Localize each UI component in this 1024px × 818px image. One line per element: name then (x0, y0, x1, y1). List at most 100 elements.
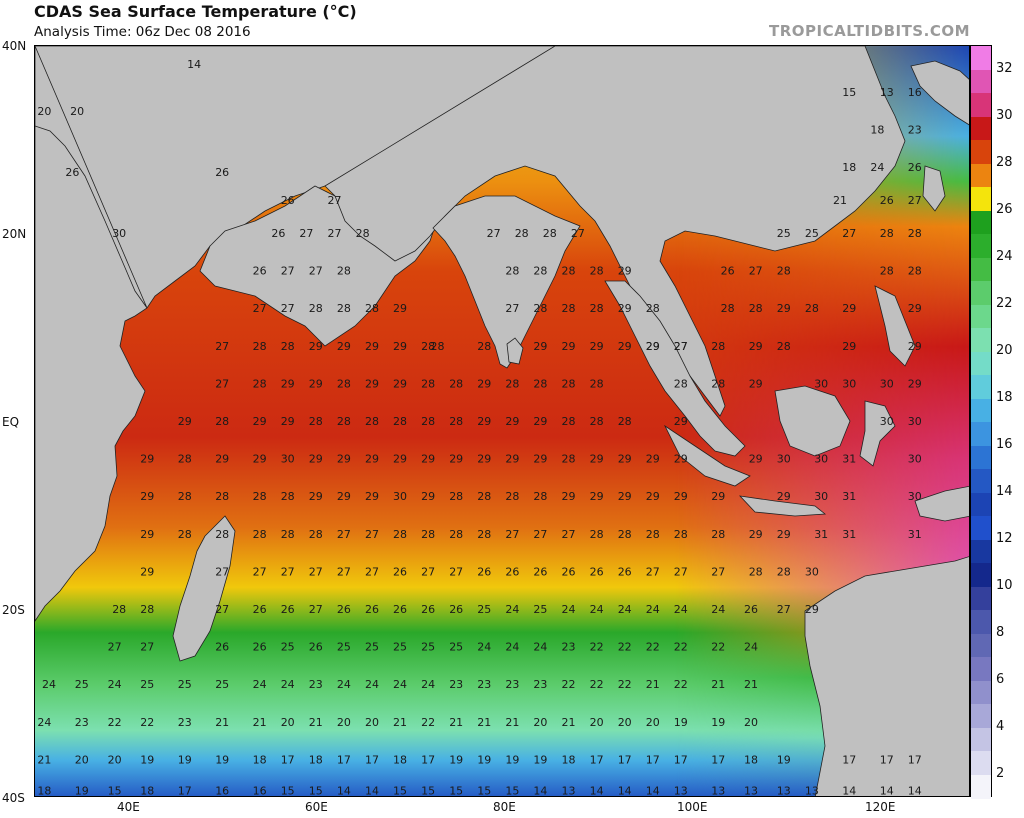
temperature-value-label: 31 (814, 528, 828, 541)
temperature-value-label: 15 (108, 784, 122, 797)
temperature-value-label: 21 (37, 753, 51, 766)
temperature-value-label: 17 (337, 753, 351, 766)
lat-label-20s: 20S (2, 603, 25, 617)
temperature-value-label: 15 (842, 86, 856, 99)
temperature-value-label: 25 (477, 603, 491, 616)
temperature-value-label: 22 (674, 641, 688, 654)
temperature-value-label: 28 (449, 528, 463, 541)
temperature-value-label: 30 (814, 490, 828, 503)
colorbar-tick-label: 10 (996, 577, 1013, 593)
temperature-value-label: 22 (618, 678, 632, 691)
temperature-value-label: 22 (590, 678, 604, 691)
temperature-value-label: 29 (618, 265, 632, 278)
temperature-value-label: 29 (842, 340, 856, 353)
temperature-value-label: 31 (842, 490, 856, 503)
temperature-value-label: 14 (618, 784, 632, 797)
temperature-value-label: 26 (590, 565, 604, 578)
temperature-value-label: 27 (487, 227, 501, 240)
temperature-value-label: 28 (215, 528, 229, 541)
temperature-value-label: 20 (70, 105, 84, 118)
temperature-value-label: 29 (674, 490, 688, 503)
temperature-value-label: 28 (562, 415, 576, 428)
temperature-value-label: 27 (365, 528, 379, 541)
temperature-value-label: 28 (281, 340, 295, 353)
temperature-value-label: 17 (618, 753, 632, 766)
temperature-value-label: 29 (908, 340, 922, 353)
temperature-value-label: 28 (880, 227, 894, 240)
temperature-value-label: 29 (421, 453, 435, 466)
temperature-value-label: 22 (618, 641, 632, 654)
temperature-value-label: 24 (505, 603, 519, 616)
temperature-value-label: 29 (777, 490, 791, 503)
temperature-value-label: 14 (187, 58, 201, 71)
temperature-value-label: 22 (421, 716, 435, 729)
temperature-value-label: 24 (505, 641, 519, 654)
temperature-value-label: 25 (421, 641, 435, 654)
colorbar-tick-label: 6 (996, 671, 1005, 687)
colorbar-swatch (971, 563, 991, 587)
temperature-value-label: 29 (365, 453, 379, 466)
temperature-value-label: 24 (744, 641, 758, 654)
colorbar-swatch (971, 610, 991, 634)
sst-map[interactable]: 14 20 20 26 26 30 26 27 26 27 27 28 26 27 27 28 27 27 28 28… (34, 45, 970, 797)
temperature-value-label: 25 (393, 641, 407, 654)
lat-label-20n: 20N (2, 227, 27, 241)
temperature-value-label: 28 (337, 265, 351, 278)
temperature-value-label: 20 (590, 716, 604, 729)
temperature-value-label: 28 (562, 265, 576, 278)
temperature-value-label: 26 (393, 603, 407, 616)
temperature-value-label: 27 (281, 302, 295, 315)
temperature-value-label: 27 (711, 565, 725, 578)
temperature-value-label: 17 (178, 784, 192, 797)
temperature-value-label: 19 (449, 753, 463, 766)
temperature-value-label: 28 (505, 377, 519, 390)
temperature-value-label: 15 (393, 784, 407, 797)
temperature-value-label: 27 (421, 565, 435, 578)
temperature-value-label: 29 (365, 377, 379, 390)
temperature-value-label: 20 (337, 716, 351, 729)
temperature-value-label: 27 (571, 227, 585, 240)
temperature-value-label: 28 (590, 415, 604, 428)
temperature-value-label: 29 (562, 340, 576, 353)
temperature-value-label: 29 (908, 377, 922, 390)
temperature-value-label: 27 (674, 565, 688, 578)
land-masses (35, 46, 969, 796)
temperature-value-label: 23 (562, 641, 576, 654)
temperature-value-label: 22 (590, 641, 604, 654)
temperature-value-label: 26 (271, 227, 285, 240)
temperature-value-label: 30 (908, 415, 922, 428)
temperature-value-label: 26 (562, 565, 576, 578)
temperature-value-label: 29 (590, 490, 604, 503)
temperature-value-label: 22 (140, 716, 154, 729)
temperature-value-label: 28 (515, 227, 529, 240)
lon-label-60e: 60E (305, 800, 328, 814)
temperature-value-label: 27 (842, 227, 856, 240)
temperature-value-label: 19 (505, 753, 519, 766)
temperature-value-label: 25 (533, 603, 547, 616)
temperature-value-label: 28 (178, 490, 192, 503)
temperature-value-label: 28 (337, 377, 351, 390)
brand-watermark: TROPICALTIDBITS.COM (769, 22, 970, 40)
colorbar-swatch (971, 304, 991, 329)
temperature-value-label: 24 (421, 678, 435, 691)
colorbar-tick-label: 24 (996, 248, 1013, 264)
temperature-value-label: 30 (908, 453, 922, 466)
colorbar-tick-label: 18 (996, 389, 1013, 405)
temperature-value-label: 27 (281, 265, 295, 278)
temperature-value-label: 28 (215, 490, 229, 503)
temperature-value-label: 28 (908, 265, 922, 278)
colorbar-swatch (971, 680, 991, 705)
lon-label-40e: 40E (117, 800, 140, 814)
temperature-value-label: 15 (505, 784, 519, 797)
colorbar-swatch (971, 422, 991, 446)
temperature-value-label: 28 (449, 415, 463, 428)
colorbar-swatch (971, 210, 991, 235)
temperature-value-label: 30 (393, 490, 407, 503)
temperature-value-label: 28 (477, 340, 491, 353)
temperature-value-label: 28 (590, 302, 604, 315)
temperature-value-label: 28 (805, 302, 819, 315)
temperature-value-label: 29 (842, 302, 856, 315)
temperature-value-label: 29 (646, 340, 660, 353)
taiwan (922, 165, 946, 212)
temperature-value-label: 29 (140, 453, 154, 466)
